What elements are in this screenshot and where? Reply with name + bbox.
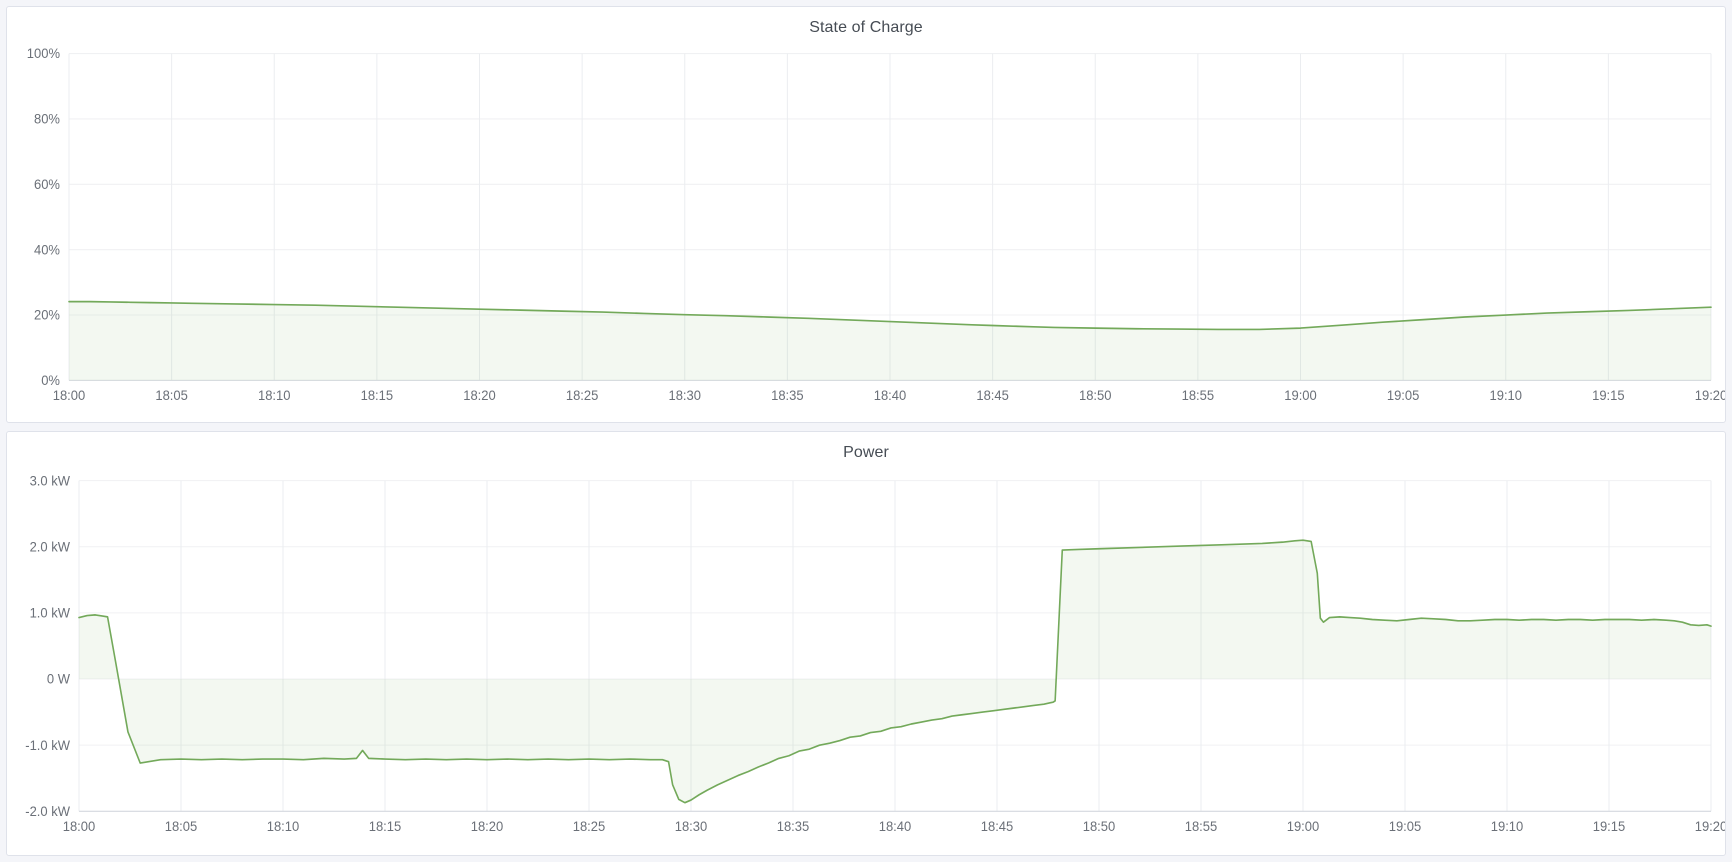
x-axis-tick-label: 18:45 — [981, 819, 1014, 834]
x-axis-tick-label: 18:30 — [668, 388, 701, 403]
x-axis-tick-label: 19:00 — [1284, 388, 1317, 403]
series-area-fill — [69, 301, 1711, 381]
x-axis-tick-label: 18:20 — [463, 388, 496, 403]
x-axis-tick-label: 18:35 — [771, 388, 804, 403]
y-axis-tick-label: 2.0 kW — [30, 539, 71, 554]
x-axis-tick-label: 18:00 — [53, 388, 86, 403]
x-axis-tick-label: 18:20 — [471, 819, 504, 834]
x-axis-tick-label: 18:45 — [976, 388, 1009, 403]
series-area-fill — [79, 540, 1711, 803]
y-axis-tick-label: 3.0 kW — [30, 473, 71, 488]
y-axis-tick-label: 100% — [27, 46, 60, 61]
y-axis-tick-label: -1.0 kW — [25, 738, 70, 753]
x-axis-tick-label: 18:10 — [258, 388, 291, 403]
y-axis-tick-label: 60% — [34, 177, 60, 192]
x-axis-tick-label: 18:05 — [155, 388, 188, 403]
y-axis-tick-label: 1.0 kW — [30, 605, 71, 620]
x-axis-tick-label: 18:25 — [566, 388, 599, 403]
x-axis-tick-label: 18:55 — [1185, 819, 1218, 834]
x-axis-tick-label: 18:50 — [1079, 388, 1112, 403]
x-axis-tick-label: 19:10 — [1491, 819, 1524, 834]
x-axis-tick-label: 19:05 — [1389, 819, 1422, 834]
x-axis-tick-label: 18:15 — [361, 388, 394, 403]
y-axis-tick-label: 0 W — [47, 672, 71, 687]
x-axis-tick-label: 18:50 — [1083, 819, 1116, 834]
x-axis-tick-label: 18:55 — [1182, 388, 1215, 403]
x-axis-tick-label: 18:40 — [874, 388, 907, 403]
x-axis-tick-label: 18:30 — [675, 819, 708, 834]
x-axis-tick-label: 19:05 — [1387, 388, 1420, 403]
series-line — [68, 300, 1712, 331]
power-plot[interactable]: 3.0 kW 2.0 kW 1.0 kW 0 W -1.0 kW -2.0 kW18:00… — [7, 464, 1725, 855]
panel-title-power: Power — [843, 444, 889, 462]
x-axis-tick-label: 19:10 — [1489, 388, 1522, 403]
x-axis-tick-label: 18:15 — [369, 819, 402, 834]
x-axis-tick-label: 19:15 — [1593, 819, 1626, 834]
x-axis-tick-label: 19:20 — [1695, 388, 1725, 403]
panel-title-state-of-charge: State of Charge — [809, 19, 923, 36]
y-axis-tick-label: -2.0 kW — [25, 804, 70, 819]
series-line — [78, 539, 1712, 804]
x-axis-tick-label: 19:15 — [1592, 388, 1625, 403]
x-axis-tick-label: 18:05 — [165, 819, 198, 834]
x-axis-tick-label: 19:00 — [1287, 819, 1320, 834]
state-of-charge-plot[interactable]: 100% 80% 60% 40% 20% 0%18:00 18:05 18:10 18:15 18… — [7, 39, 1725, 422]
y-axis-tick-label: 40% — [34, 242, 60, 257]
x-axis-tick-label: 18:00 — [63, 819, 96, 834]
chart-state-of-charge[interactable]: 100% 80% 60% 40% 20% 0% 18:00 18:05 18:10 18:15 18… — [7, 39, 1725, 422]
y-axis-tick-label: 0% — [41, 373, 60, 388]
y-axis-tick-label: 80% — [34, 111, 60, 126]
y-axis-tick-label: 20% — [34, 307, 60, 322]
x-axis-tick-label: 18:35 — [777, 819, 810, 834]
x-axis-tick-label: 19:20 — [1695, 819, 1725, 834]
chart-power[interactable]: 3.0 kW 2.0 kW 1.0 kW 0 W -1.0 kW -2.0 kW 18:00… — [7, 464, 1725, 855]
x-axis-tick-label: 18:40 — [879, 819, 912, 834]
x-axis-tick-label: 18:10 — [267, 819, 300, 834]
panel-state-of-charge: State of Charge 100% 80% 60% 40% 20% 0% 18:00 1… — [6, 6, 1726, 424]
x-axis-tick-label: 18:25 — [573, 819, 606, 834]
panel-power: Power 3.0 kW 2.0 kW 1.0 kW 0 W -1.0 kW -2.0 k… — [6, 431, 1726, 856]
